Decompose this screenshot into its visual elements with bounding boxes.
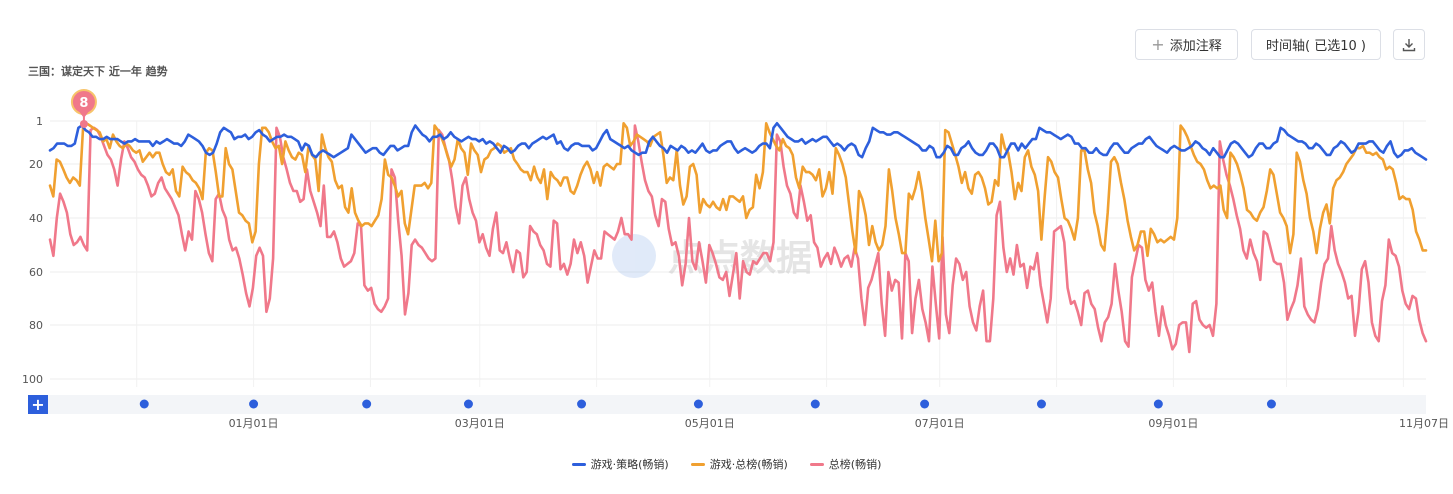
x-tick-label: 01月01日 — [229, 417, 279, 430]
timeline-strip — [28, 395, 1426, 414]
download-icon — [1402, 38, 1416, 51]
series-line-2 — [48, 124, 1428, 354]
chart-legend: 游戏·策略(畅销) 游戏·总榜(畅销) 总榜(畅销) — [0, 456, 1453, 472]
series-line-0 — [48, 122, 1428, 161]
timeline-event-dot[interactable] — [810, 399, 820, 409]
legend-swatch — [571, 462, 586, 466]
annotation-label: 8 — [79, 96, 88, 111]
annotation-pin-tip — [77, 110, 90, 118]
add-note-button[interactable]: + 添加注释 — [1135, 29, 1238, 60]
timeline-button[interactable]: 时间轴( 已选10 ) — [1251, 29, 1381, 60]
legend-label: 游戏·策略(畅销) — [590, 458, 669, 471]
timeline-event-dot[interactable] — [920, 399, 930, 409]
legend-label: 游戏·总榜(畅销) — [709, 458, 788, 471]
legend-item[interactable]: 游戏·总榜(畅销) — [690, 456, 788, 472]
legend-item[interactable]: 游戏·策略(畅销) — [571, 456, 669, 472]
timeline-event-dot[interactable] — [1036, 399, 1046, 409]
timeline-event-dot[interactable] — [249, 399, 259, 409]
timeline-event-dot[interactable] — [463, 399, 473, 409]
watermark: 点点数据 — [612, 234, 812, 279]
x-tick-label: 07月01日 — [915, 417, 965, 430]
timeline-event-dot[interactable] — [693, 399, 703, 409]
x-tick-label: 03月01日 — [455, 417, 505, 430]
x-tick-label: 05月01日 — [685, 417, 735, 430]
timeline-event-dot[interactable] — [1266, 399, 1276, 409]
series-line-1 — [48, 122, 1428, 263]
add-note-label: 添加注释 — [1169, 39, 1222, 54]
watermark-text: 点点数据 — [668, 238, 812, 279]
download-button[interactable] — [1393, 29, 1425, 60]
timeline-add-button[interactable] — [28, 395, 48, 414]
legend-swatch — [690, 462, 705, 466]
plus-icon: + — [1151, 34, 1165, 54]
legend-swatch — [809, 462, 824, 466]
timeline-label: 时间轴( 已选10 ) — [1266, 39, 1366, 54]
plus-icon: + — [31, 395, 44, 414]
timeline-event-dot[interactable] — [577, 399, 587, 409]
timeline-event-dot[interactable] — [1153, 399, 1163, 409]
legend-label: 总榜(畅销) — [828, 458, 882, 471]
watermark-logo — [612, 234, 656, 278]
y-tick-label: 60 — [29, 266, 43, 279]
y-tick-label: 1 — [36, 115, 43, 128]
y-tick-label: 20 — [29, 158, 43, 171]
x-tick-label: 09月01日 — [1148, 417, 1198, 430]
legend-item[interactable]: 总榜(畅销) — [809, 456, 882, 472]
y-tick-label: 100 — [22, 373, 43, 386]
chart-title: 三国：谋定天下 近一年 趋势 — [28, 65, 168, 78]
timeline-event-dot[interactable] — [362, 399, 372, 409]
x-tick-label: 11月07日 — [1399, 417, 1449, 430]
timeline-event-dot[interactable] — [139, 399, 149, 409]
y-tick-label: 40 — [29, 212, 43, 225]
y-tick-label: 80 — [29, 319, 43, 332]
annotation-dot — [79, 120, 88, 128]
